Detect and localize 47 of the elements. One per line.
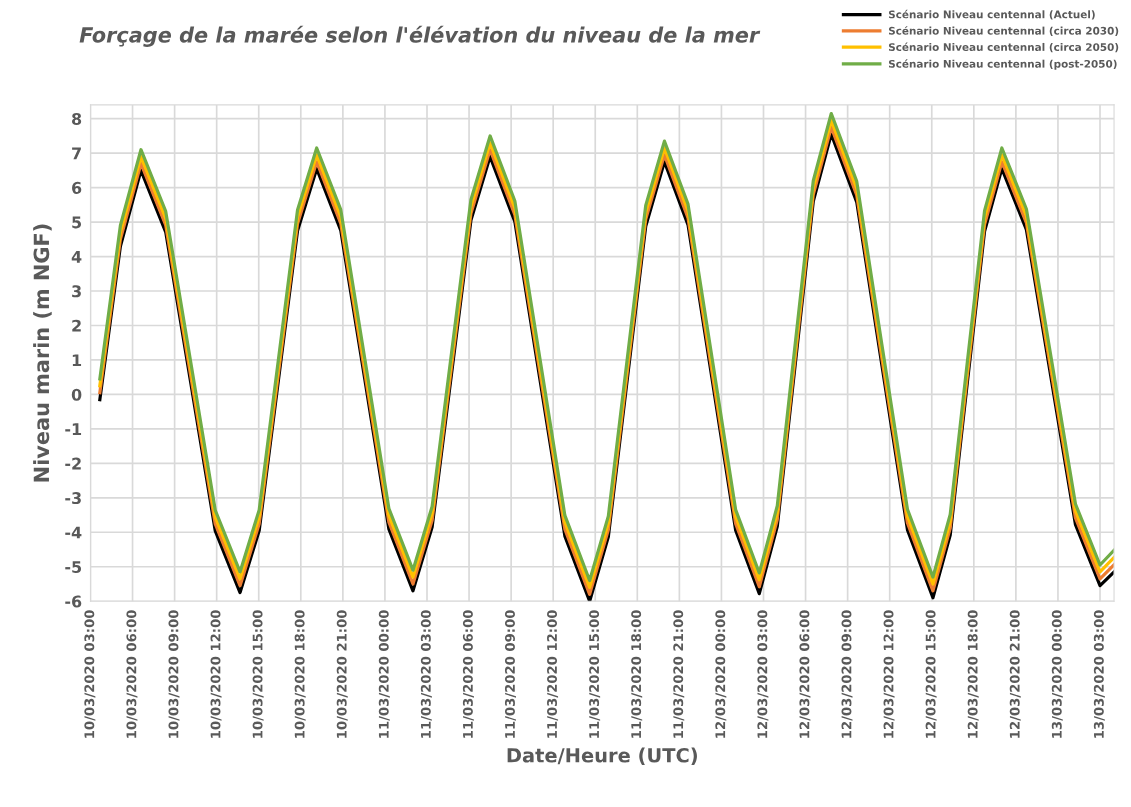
x-tick-label: 10/03/2020 15:00 <box>252 610 264 738</box>
y-tick-label: -3 <box>65 492 81 505</box>
x-tick-label: 13/03/2020 00:00 <box>1051 610 1063 738</box>
x-tick-label: 12/03/2020 09:00 <box>841 610 853 738</box>
x-tick-label: 11/03/2020 06:00 <box>462 610 474 738</box>
x-tick-label: 11/03/2020 03:00 <box>420 610 432 738</box>
x-tick-label: 10/03/2020 21:00 <box>336 610 348 738</box>
y-tick-label: 3 <box>72 285 81 298</box>
y-tick-label: 4 <box>71 250 82 263</box>
x-tick-label: 12/03/2020 06:00 <box>799 610 811 738</box>
y-tick-label: 0 <box>71 388 82 401</box>
x-tick-label: 11/03/2020 21:00 <box>673 610 685 738</box>
legend-label: Scénario Niveau centennal (circa 2030) <box>888 26 1119 36</box>
x-tick-label: 11/03/2020 00:00 <box>378 610 390 738</box>
x-tick-label: 10/03/2020 18:00 <box>294 610 306 738</box>
y-tick-label: -4 <box>65 526 82 539</box>
x-tick-label: 12/03/2020 03:00 <box>757 610 769 738</box>
x-tick-label: 12/03/2020 21:00 <box>1009 610 1021 738</box>
x-tick-label: 10/03/2020 09:00 <box>168 610 180 738</box>
y-tick-label: -6 <box>65 595 82 608</box>
legend-label: Scénario Niveau centennal (post-2050) <box>888 59 1117 70</box>
y-tick-label: 6 <box>72 181 82 194</box>
x-tick-label: 13/03/2020 03:00 <box>1093 610 1105 738</box>
y-tick-label: -1 <box>65 423 82 435</box>
x-axis-title: Date/Heure (UTC) <box>507 747 697 765</box>
x-tick-label: 10/03/2020 03:00 <box>84 610 96 738</box>
y-tick-label: 7 <box>72 147 81 160</box>
chart-title: Forçage de la marée selon l'élévation du niveau de la mer <box>79 25 761 47</box>
y-tick-label: 5 <box>72 216 82 229</box>
x-tick-label: 12/03/2020 00:00 <box>715 610 727 738</box>
x-tick-label: 12/03/2020 15:00 <box>925 610 937 738</box>
x-tick-label: 12/03/2020 18:00 <box>967 610 979 738</box>
x-tick-label: 11/03/2020 18:00 <box>631 610 643 738</box>
x-tick-label: 11/03/2020 12:00 <box>547 610 559 738</box>
y-tick-label: -2 <box>65 457 81 470</box>
x-tick-label: 10/03/2020 12:00 <box>210 610 222 738</box>
y-tick-label: 1 <box>72 354 82 367</box>
x-tick-label: 11/03/2020 09:00 <box>504 610 516 738</box>
x-tick-label: 12/03/2020 12:00 <box>883 610 895 738</box>
legend-label: Scénario Niveau centennal (Actuel) <box>888 9 1095 20</box>
y-tick-label: 2 <box>72 319 81 332</box>
x-tick-label: 11/03/2020 15:00 <box>589 610 601 738</box>
y-tick-label: -5 <box>65 561 82 574</box>
y-axis-title: Niveau marin (m NGF) <box>33 224 52 482</box>
legend-label: Scénario Niveau centennal (circa 2050) <box>888 42 1119 53</box>
x-tick-label: 10/03/2020 06:00 <box>126 610 138 738</box>
y-tick-label: 8 <box>72 112 82 125</box>
